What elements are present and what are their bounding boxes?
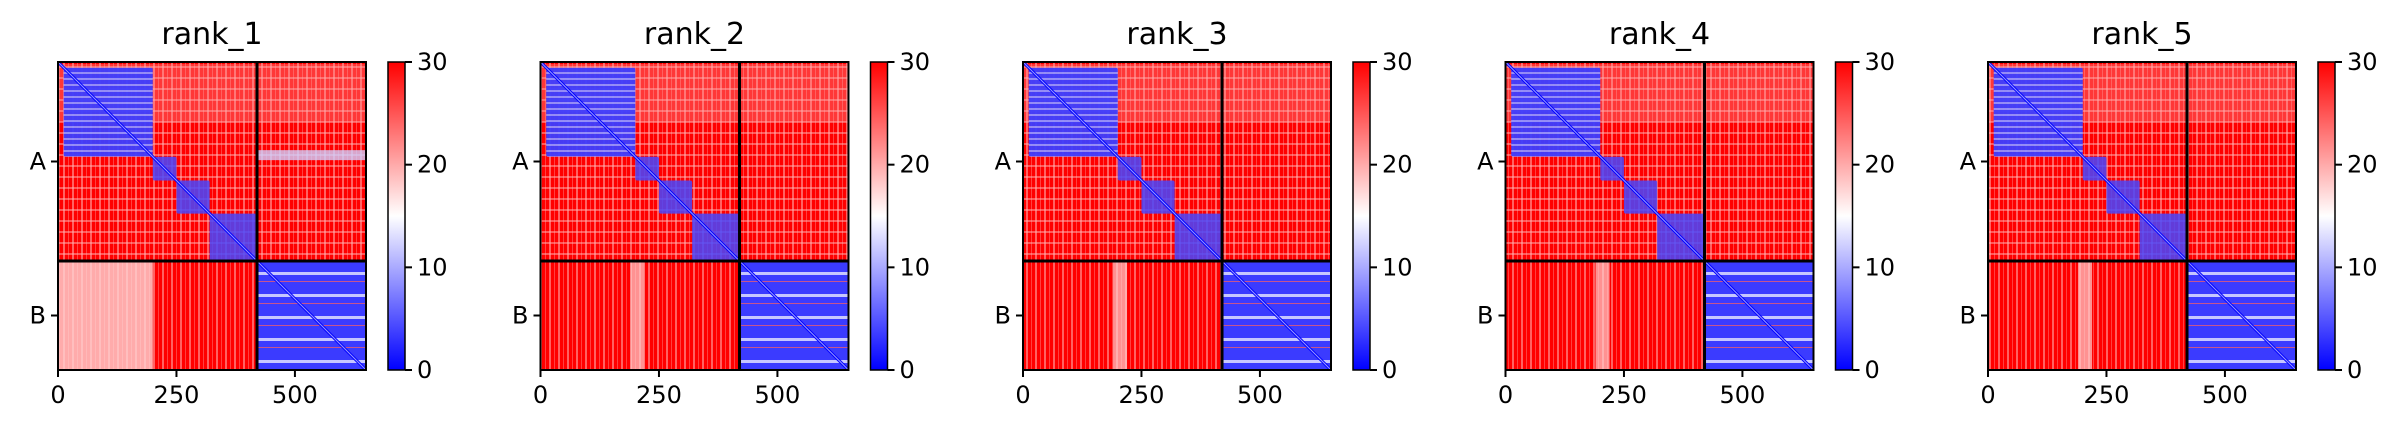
chain-label-B: B — [1960, 302, 1976, 330]
plot-frame — [1504, 61, 1815, 371]
panel-title: rank_4 — [1609, 17, 1710, 52]
colorbar-tick-label: 20 — [2347, 151, 2378, 179]
x-tick-label: 0 — [533, 381, 548, 409]
x-tick-label: 500 — [1720, 381, 1766, 409]
x-tick-label: 0 — [1015, 381, 1030, 409]
colorbar-tick-label: 30 — [1865, 48, 1896, 76]
interchain-light-region — [58, 261, 153, 370]
plot-frame — [1987, 61, 2297, 371]
heatmap — [58, 62, 366, 370]
colorbar-tick-label: 0 — [417, 356, 432, 384]
colorbar-tick-label: 10 — [1865, 253, 1896, 281]
plot-frame — [1022, 61, 1332, 371]
chain-label-A: A — [1477, 148, 1494, 176]
interchain-light-column — [630, 261, 645, 370]
interchain-light-column — [1595, 261, 1610, 370]
colorbar-tick-label: 0 — [2347, 356, 2362, 384]
interchain-light-column — [2078, 261, 2093, 370]
colorbar-tick-label: 30 — [900, 48, 931, 76]
chain-label-A: A — [30, 148, 47, 176]
x-tick-label: 500 — [1237, 381, 1283, 409]
colorbar — [1352, 61, 1371, 371]
pae-panel-1: rank_1 0 250 500 A B 0 10 20 30 — [30, 17, 448, 409]
diagonal-highlight — [58, 62, 366, 370]
colorbar-tick-label: 0 — [900, 356, 915, 384]
colorbar — [1834, 61, 1854, 371]
x-tick-label: 250 — [1601, 381, 1647, 409]
interchain-light-line — [257, 150, 366, 161]
chain-label-B: B — [995, 302, 1011, 330]
x-tick-label: 250 — [2084, 381, 2130, 409]
colorbar — [387, 61, 406, 371]
x-tick-label: 500 — [272, 381, 318, 409]
colorbar-tick-label: 10 — [2347, 253, 2378, 281]
heatmap — [1505, 62, 1814, 370]
chain-label-B: B — [512, 302, 528, 330]
plot-frame — [539, 61, 850, 371]
pae-panel-4: rank_4 0 250 500 A B 0 10 20 30 — [1477, 17, 1895, 409]
x-tick-label: 0 — [1498, 381, 1513, 409]
colorbar-tick-label: 20 — [900, 151, 931, 179]
heatmap — [540, 62, 849, 370]
colorbar-tick-label: 0 — [1382, 356, 1397, 384]
x-tick-label: 0 — [1980, 381, 1995, 409]
x-tick-label: 0 — [50, 381, 65, 409]
x-tick-label: 250 — [154, 381, 200, 409]
pae-panel-5: rank_5 0 250 500 A B 0 10 20 30 — [1960, 17, 2378, 409]
colorbar-tick-label: 30 — [2347, 48, 2378, 76]
heatmap — [1023, 62, 1331, 370]
colorbar-tick-label: 30 — [1382, 48, 1413, 76]
chain-label-A: A — [995, 148, 1012, 176]
x-tick-label: 250 — [1119, 381, 1165, 409]
chain-label-A: A — [1960, 148, 1977, 176]
chain-label-B: B — [30, 302, 46, 330]
colorbar-tick-label: 10 — [1382, 253, 1413, 281]
colorbar-tick-label: 10 — [417, 253, 448, 281]
x-tick-label: 250 — [636, 381, 682, 409]
colorbar — [869, 61, 889, 371]
colorbar-tick-label: 20 — [1865, 151, 1896, 179]
pae-panel-2: rank_2 0 250 500 A B 0 10 20 30 — [512, 17, 930, 409]
chain-label-B: B — [1477, 302, 1493, 330]
diagonal-highlight — [1988, 62, 2296, 370]
plot-frame — [57, 61, 367, 371]
panel-title: rank_3 — [1126, 17, 1227, 52]
heatmap — [1988, 62, 2296, 370]
colorbar — [2317, 61, 2336, 371]
pae-panel-3: rank_3 0 250 500 A B 0 10 20 30 — [995, 17, 1413, 409]
diagonal-highlight — [1023, 62, 1331, 370]
x-tick-label: 500 — [755, 381, 801, 409]
x-tick-label: 500 — [2202, 381, 2248, 409]
colorbar-tick-label: 10 — [900, 253, 931, 281]
chain-label-A: A — [512, 148, 529, 176]
diagonal-highlight — [1505, 62, 1814, 370]
panel-title: rank_2 — [644, 17, 745, 52]
interchain-light-column — [1113, 261, 1128, 370]
panel-title: rank_1 — [161, 17, 262, 52]
diagonal-highlight — [540, 62, 849, 370]
panel-title: rank_5 — [2091, 17, 2192, 52]
colorbar-tick-label: 20 — [417, 151, 448, 179]
colorbar-tick-label: 0 — [1865, 356, 1880, 384]
colorbar-tick-label: 20 — [1382, 151, 1413, 179]
colorbar-tick-label: 30 — [417, 48, 448, 76]
